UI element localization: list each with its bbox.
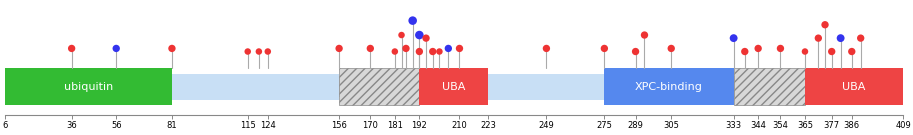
- Bar: [172, 74, 339, 99]
- Bar: [339, 68, 419, 105]
- Point: [637, 34, 652, 36]
- Point: [738, 50, 752, 53]
- Point: [394, 34, 409, 36]
- Point: [811, 37, 825, 39]
- Text: XPC-binding: XPC-binding: [635, 82, 703, 92]
- Point: [240, 50, 255, 53]
- Point: [845, 50, 859, 53]
- Point: [412, 34, 426, 36]
- Point: [773, 47, 788, 50]
- Point: [854, 37, 868, 39]
- Text: ubiquitin: ubiquitin: [64, 82, 113, 92]
- Point: [628, 50, 643, 53]
- Bar: [488, 74, 604, 99]
- Point: [425, 50, 440, 53]
- Point: [824, 50, 839, 53]
- Point: [727, 37, 741, 39]
- Point: [405, 20, 420, 22]
- Point: [798, 50, 813, 53]
- Point: [834, 37, 848, 39]
- Point: [109, 47, 123, 50]
- Point: [331, 47, 346, 50]
- Point: [387, 50, 402, 53]
- Point: [399, 47, 414, 50]
- Point: [419, 37, 434, 39]
- Bar: [5, 76, 903, 97]
- Point: [64, 47, 79, 50]
- Text: UBA: UBA: [442, 82, 466, 92]
- Bar: [734, 68, 805, 105]
- Point: [664, 47, 678, 50]
- Point: [412, 50, 426, 53]
- Point: [252, 50, 267, 53]
- Bar: [419, 68, 488, 105]
- Bar: [604, 68, 734, 105]
- Point: [750, 47, 765, 50]
- Point: [164, 47, 179, 50]
- Bar: [805, 68, 903, 105]
- Bar: [5, 68, 172, 105]
- Point: [818, 24, 833, 26]
- Text: UBA: UBA: [843, 82, 866, 92]
- Point: [452, 47, 467, 50]
- Point: [539, 47, 553, 50]
- Point: [363, 47, 378, 50]
- Point: [597, 47, 612, 50]
- Point: [260, 50, 275, 53]
- Point: [441, 47, 456, 50]
- Point: [432, 50, 446, 53]
